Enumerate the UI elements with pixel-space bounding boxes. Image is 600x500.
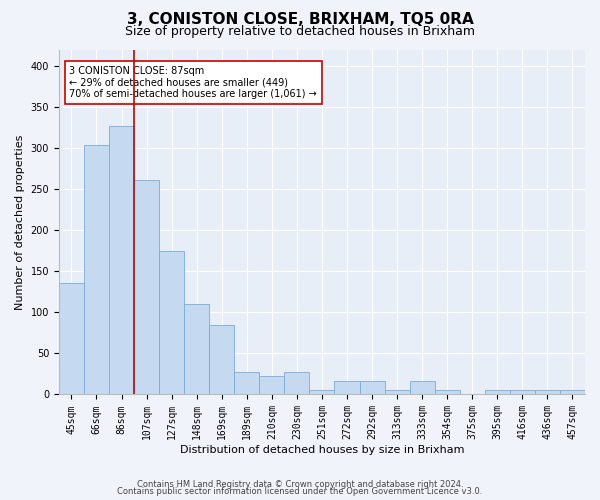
Bar <box>359 382 385 394</box>
Text: 3 CONISTON CLOSE: 87sqm
← 29% of detached houses are smaller (449)
70% of semi-d: 3 CONISTON CLOSE: 87sqm ← 29% of detache… <box>70 66 317 98</box>
Bar <box>184 304 209 394</box>
Bar <box>84 145 109 394</box>
Bar <box>284 372 310 394</box>
Text: Contains public sector information licensed under the Open Government Licence v3: Contains public sector information licen… <box>118 487 482 496</box>
Text: Contains HM Land Registry data © Crown copyright and database right 2024.: Contains HM Land Registry data © Crown c… <box>137 480 463 489</box>
Bar <box>134 180 159 394</box>
Bar <box>159 251 184 394</box>
Text: 3, CONISTON CLOSE, BRIXHAM, TQ5 0RA: 3, CONISTON CLOSE, BRIXHAM, TQ5 0RA <box>127 12 473 28</box>
Bar <box>410 382 434 394</box>
Bar <box>209 325 234 394</box>
Text: Size of property relative to detached houses in Brixham: Size of property relative to detached ho… <box>125 25 475 38</box>
Bar <box>385 390 410 394</box>
Y-axis label: Number of detached properties: Number of detached properties <box>15 134 25 310</box>
Bar <box>259 376 284 394</box>
Bar <box>535 390 560 394</box>
Bar <box>434 390 460 394</box>
Bar <box>510 390 535 394</box>
Bar <box>109 126 134 394</box>
Bar <box>560 390 585 394</box>
Bar <box>234 372 259 394</box>
Bar <box>334 382 359 394</box>
Bar <box>59 283 84 395</box>
X-axis label: Distribution of detached houses by size in Brixham: Distribution of detached houses by size … <box>180 445 464 455</box>
Bar <box>485 390 510 394</box>
Bar <box>310 390 334 394</box>
